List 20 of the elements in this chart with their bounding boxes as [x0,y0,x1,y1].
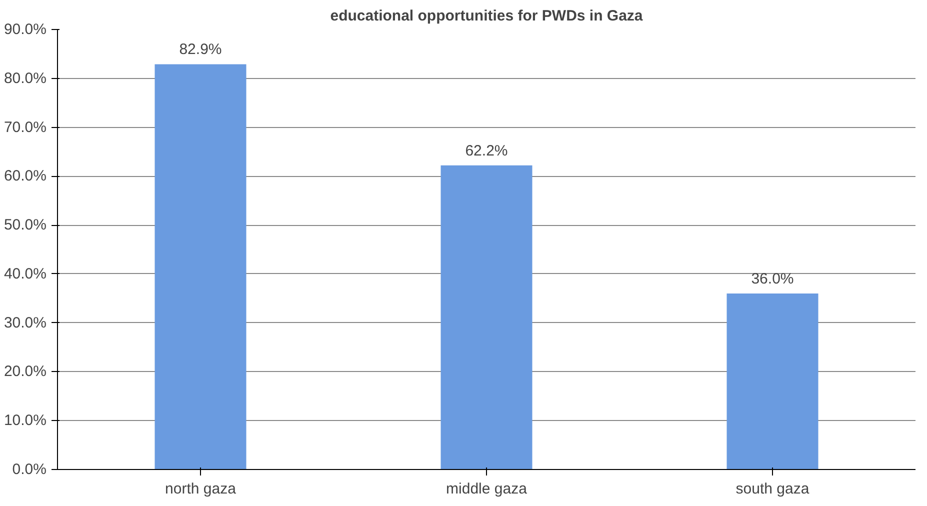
bar [154,64,246,470]
data-label: 82.9% [179,41,222,58]
data-label: 36.0% [751,270,794,288]
y-tick-label: 40.0% [4,265,47,282]
bar [726,294,818,470]
data-label: 62.2% [465,142,508,160]
y-tick-label: 90.0% [4,21,47,38]
y-tick-label: 60.0% [4,168,47,185]
y-tick-label: 70.0% [4,118,47,136]
y-tick-label: 30.0% [4,314,47,332]
y-tick-label: 20.0% [4,363,47,380]
y-tick-label: 80.0% [4,70,47,87]
y-tick-label: 50.0% [4,216,47,234]
x-tick-label: south gaza [736,480,810,498]
y-tick-label: 10.0% [4,412,47,430]
x-tick-label: north gaza [165,480,237,498]
chart-title: educational opportunities for PWDs in Gaza [330,8,644,24]
x-tick-label: middle gaza [446,480,528,498]
y-tick-label: 0.0% [12,461,47,478]
bar [440,165,532,470]
